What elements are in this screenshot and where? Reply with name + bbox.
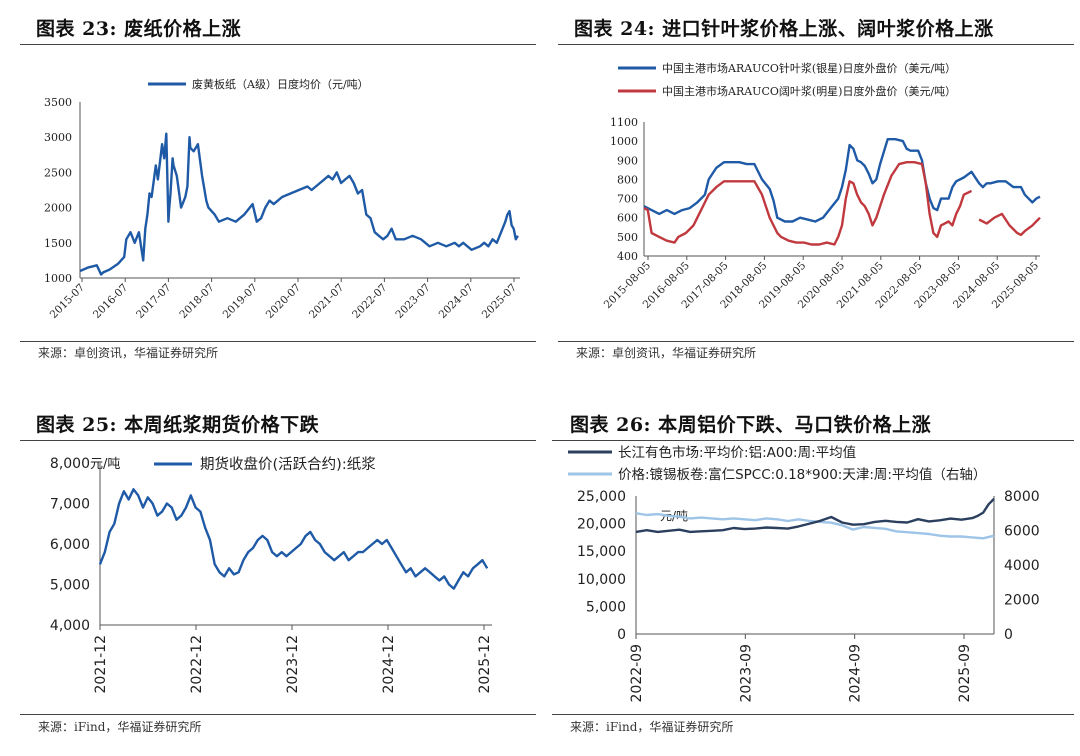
legend-label: 中国主港市场ARAUCO针叶浆(银星)日度外盘价（美元/吨） [662, 61, 956, 75]
source-rule [558, 341, 1074, 342]
source-rule [20, 341, 536, 342]
chart-waste-paper: 废黄板纸（A级）日度均价（元/吨） 1000 1500 2000 2500 3000 350… [44, 77, 520, 321]
x-tick-label: 2022-07 [350, 282, 389, 321]
panel-title: 图表 24: 进口针叶浆价格上涨、阔叶浆价格上涨 [574, 18, 994, 40]
y-tick-label: 2500 [44, 166, 72, 179]
source-rule [552, 714, 1074, 715]
y-tick-label: 5,000 [50, 578, 90, 594]
y-tick-label: 900 [617, 154, 638, 167]
panel-3: 图表 25: 本周纸浆期货价格下跌 期货收盘价(活跃合约):纸浆 元/吨 4,000… [20, 410, 536, 750]
chart-aluminum-tinplate: 长江有色市场:平均价:铝:A00:周:平均值价格:镀锡板卷:富仁SPCC:0.1… [568, 444, 1040, 703]
x-tick-label: 2017-07 [134, 282, 173, 321]
x-tick-label: 2022-12 [189, 635, 205, 694]
panel-title: 图表 25: 本周纸浆期货价格下跌 [36, 414, 320, 436]
source-note: 来源：卓创资讯，华福证券研究所 [576, 346, 757, 360]
y2-tick-label: 2000 [1004, 593, 1040, 609]
legend-label: 废黄板纸（A级）日度均价（元/吨） [192, 77, 369, 91]
y2-tick-label: 6000 [1004, 524, 1040, 540]
x-tick-label: 2018-07 [177, 282, 216, 321]
y-tick-label: 15,000 [577, 544, 626, 560]
panel-2: 图表 24: 进口针叶浆价格上涨、阔叶浆价格上涨 中国主港市场ARAUCO针叶浆… [558, 14, 1074, 364]
x-tick-label: 2023-12 [285, 635, 301, 694]
y-tick-label: 5,000 [586, 599, 626, 615]
y-tick-label: 25,000 [577, 489, 626, 505]
y-tick-label: 1000 [44, 272, 72, 285]
x-tick-label: 2020-07 [264, 282, 303, 321]
y-tick-label: 0 [617, 627, 626, 643]
y-tick-label: 1100 [610, 116, 638, 129]
legend-label: 价格:镀锡板卷:富仁SPCC:0.18*900:天津:周:平均值（右轴） [618, 466, 986, 483]
title-rule [20, 44, 536, 45]
x-tick-label: 2016-07 [91, 282, 130, 321]
x-tick-label: 2019-07 [221, 282, 260, 321]
panel-4: 图表 26: 本周铝价下跌、马口铁价格上涨 长江有色市场:平均价:铝:A00:周… [552, 410, 1074, 750]
chart-pulp-futures: 期货收盘价(活跃合约):纸浆 元/吨 4,000 5,000 6,000 7,000 8,0… [50, 455, 493, 694]
y-tick-label: 800 [617, 173, 638, 186]
title-rule [552, 440, 1074, 441]
x-tick-label: 2021-07 [307, 282, 346, 321]
x-tick-label: 2025-09 [957, 644, 973, 703]
y-tick-label: 400 [617, 250, 638, 263]
panel-title: 图表 23: 废纸价格上涨 [36, 18, 242, 40]
series-line-hardwood-recent [978, 212, 1041, 237]
y2-tick-label: 4000 [1004, 558, 1040, 574]
y-tick-label: 6,000 [50, 537, 90, 553]
y2-tick-label: 0 [1004, 627, 1013, 643]
y-tick-label: 600 [617, 212, 638, 225]
source-rule [20, 714, 536, 715]
y-tick-label: 7,000 [50, 497, 90, 513]
y2-tick-label: 8000 [1004, 489, 1040, 505]
source-note: 来源：iFind，华福证券研究所 [570, 720, 734, 734]
legend-label: 长江有色市场:平均价:铝:A00:周:平均值 [618, 444, 856, 461]
y-tick-label: 3000 [44, 131, 72, 144]
y-tick-label: 500 [617, 231, 638, 244]
y-tick-label: 1500 [44, 237, 72, 250]
series-line-softwood [643, 137, 1041, 223]
x-tick-label: 2024-09 [848, 644, 864, 703]
y-tick-label: 3500 [44, 96, 72, 109]
series-line-aluminum [635, 497, 995, 534]
y-tick-label: 2000 [44, 202, 72, 215]
title-rule [558, 44, 1074, 45]
source-note: 来源：卓创资讯，华福证券研究所 [38, 346, 219, 360]
y-tick-label: 10,000 [577, 572, 626, 588]
x-tick-label: 2023-07 [393, 282, 432, 321]
x-tick-label: 2024-07 [437, 282, 476, 321]
x-tick-label: 2025-12 [477, 635, 493, 694]
source-note: 来源：iFind，华福证券研究所 [38, 720, 202, 734]
y-tick-label: 8,000 [50, 456, 90, 472]
panel-1: 图表 23: 废纸价格上涨 废黄板纸（A级）日度均价（元/吨） 1000 1500 2… [20, 14, 536, 364]
x-tick-label: 2021-12 [93, 635, 109, 694]
y-axis-unit: 元/吨 [90, 457, 120, 472]
y-tick-label: 1000 [610, 135, 638, 148]
series-line-hardwood [643, 160, 973, 246]
y-tick-label: 20,000 [577, 517, 626, 533]
series-line-tinplate [635, 512, 995, 540]
series-line-pulp-futures [98, 488, 489, 590]
x-tick-label: 2015-07 [48, 282, 87, 321]
series-line-waste-paper [79, 132, 519, 276]
legend-label: 期货收盘价(活跃合约):纸浆 [200, 455, 376, 473]
x-tick-label: 2025-07 [480, 282, 519, 321]
x-tick-label: 2024-12 [381, 635, 397, 694]
panel-title: 图表 26: 本周铝价下跌、马口铁价格上涨 [570, 414, 932, 436]
title-rule [20, 440, 536, 441]
y-tick-label: 4,000 [50, 618, 90, 634]
y-tick-label: 700 [617, 193, 638, 206]
x-tick-label: 2022-09 [629, 644, 645, 703]
legend-label: 中国主港市场ARAUCO阔叶浆(明星)日度外盘价（美元/吨） [662, 84, 956, 98]
x-tick-label: 2023-09 [738, 644, 754, 703]
chart-pulp-import: 中国主港市场ARAUCO针叶浆(银星)日度外盘价（美元/吨） 中国主港市场ARAU… [602, 61, 1041, 311]
